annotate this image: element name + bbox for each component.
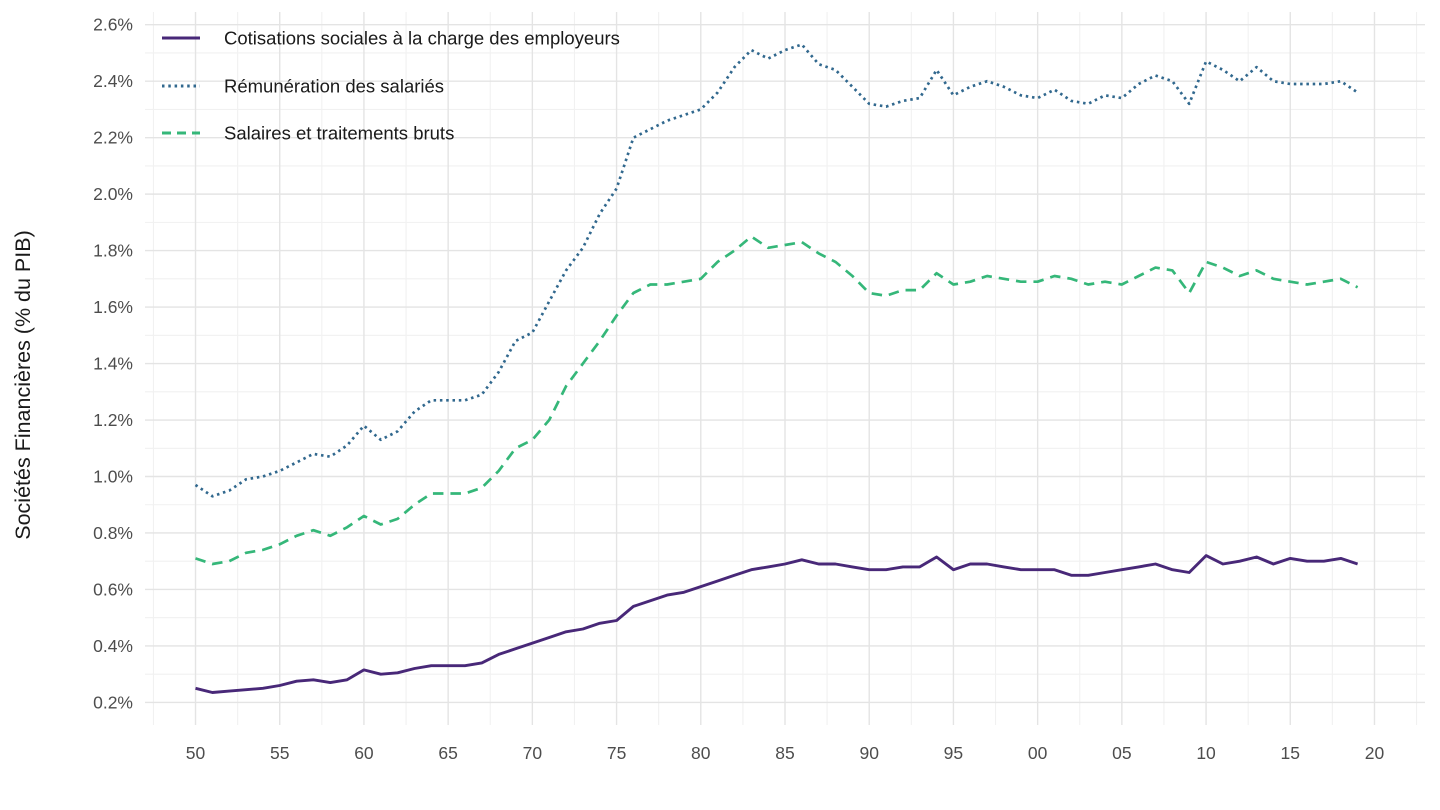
y-tick-label: 1.4% (93, 354, 133, 374)
y-tick-label: 2.4% (93, 71, 133, 91)
legend-label: Rémunération des salariés (224, 75, 444, 96)
legend-item: Salaires et traitements bruts (162, 122, 454, 143)
legend-item: Cotisations sociales à la charge des emp… (162, 27, 620, 48)
legend-label: Cotisations sociales à la charge des emp… (224, 27, 620, 48)
y-tick-label: 2.6% (93, 15, 133, 35)
x-tick-label: 00 (1028, 743, 1048, 763)
x-tick-label: 70 (523, 743, 543, 763)
x-tick-label: 50 (186, 743, 206, 763)
y-tick-label: 0.8% (93, 523, 133, 543)
y-tick-label: 1.2% (93, 410, 133, 430)
x-tick-label: 75 (607, 743, 626, 763)
legend-item: Rémunération des salariés (162, 75, 444, 96)
y-tick-label: 1.0% (93, 467, 133, 487)
y-axis-tick-labels: 0.2% 0.4% 0.6% 0.8% 1.0% 1.2% 1.4% 1.6% 1.8% 2.0%… (93, 15, 133, 713)
y-axis-title: Sociétés Financières (% du PIB) (11, 230, 35, 540)
x-axis-tick-labels: 50 55 60 65 70 75 80 85 90 95 00 05 10 15 20 (186, 743, 1385, 763)
series-lines (194, 43, 1359, 694)
x-tick-label: 20 (1365, 743, 1385, 763)
x-tick-label: 10 (1196, 743, 1216, 763)
x-tick-label: 65 (438, 743, 457, 763)
x-tick-label: 05 (1112, 743, 1131, 763)
x-tick-label: 55 (270, 743, 289, 763)
y-tick-label: 1.6% (93, 297, 133, 317)
y-tick-label: 0.4% (93, 636, 133, 656)
y-tick-label: 0.2% (93, 692, 133, 712)
legend: Cotisations sociales à la charge des emp… (162, 27, 620, 143)
x-tick-label: 85 (775, 743, 794, 763)
series-line-2 (195, 235, 1359, 566)
x-tick-label: 80 (691, 743, 711, 763)
x-tick-label: 90 (859, 743, 879, 763)
x-tick-label: 95 (944, 743, 963, 763)
legend-label: Salaires et traitements bruts (224, 122, 454, 143)
y-tick-label: 2.2% (93, 128, 133, 148)
y-tick-label: 2.0% (93, 184, 133, 204)
series-line-1 (194, 43, 1359, 498)
x-tick-label: 15 (1281, 743, 1300, 763)
series-line-0 (195, 554, 1359, 694)
y-tick-label: 0.6% (93, 579, 133, 599)
y-tick-label: 1.8% (93, 241, 133, 261)
gridlines-major (145, 12, 1425, 725)
x-tick-label: 60 (354, 743, 374, 763)
